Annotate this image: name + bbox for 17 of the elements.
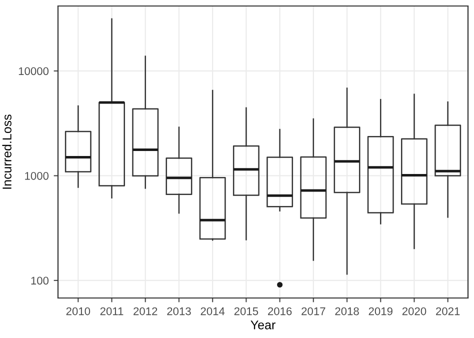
- x-tick-label: 2013: [167, 307, 191, 316]
- x-tick-label: 2019: [368, 307, 392, 316]
- y-tick-label: 100: [31, 276, 49, 285]
- x-tick-label: 2015: [234, 307, 258, 316]
- x-tick-label: 2012: [134, 307, 158, 316]
- x-tick-label: 2010: [66, 307, 90, 316]
- x-tick-label: 2018: [335, 307, 359, 316]
- x-tick-label: 2011: [100, 307, 124, 316]
- y-axis-title: Incurred.Loss: [2, 114, 12, 189]
- x-axis-title: Year: [250, 320, 276, 330]
- x-tick-label: 2021: [436, 307, 460, 316]
- y-tick-label: 1000: [25, 172, 49, 180]
- x-tick-label: 2014: [200, 307, 225, 316]
- y-tick-label: 10000: [18, 67, 49, 76]
- x-tick-label: 2017: [302, 307, 326, 316]
- x-tick-label: 2016: [268, 307, 292, 316]
- x-tick-label: 2020: [402, 307, 426, 316]
